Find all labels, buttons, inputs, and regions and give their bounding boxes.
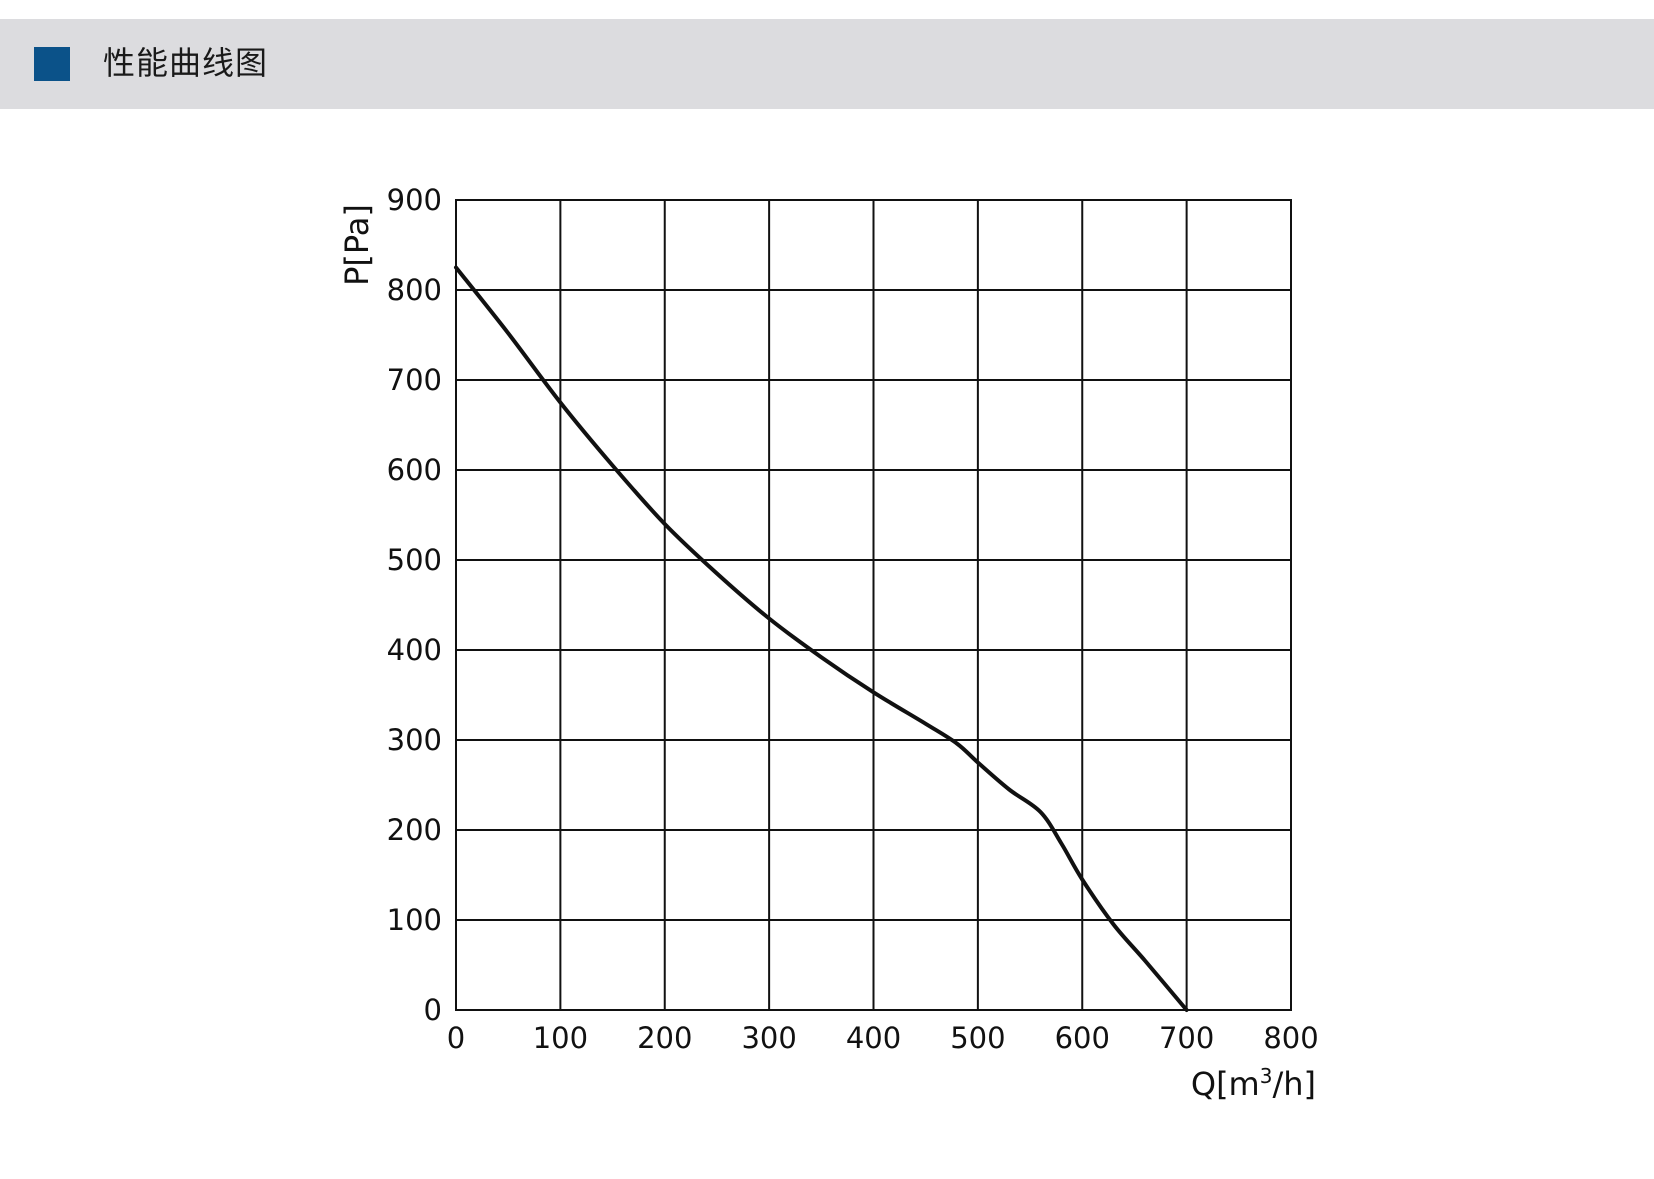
x-tick-label-500: 500 [950,1021,1005,1055]
y-tick-label-600: 600 [387,453,442,487]
y-tick-label-700: 700 [387,363,442,397]
x-axis-label: Q[m3/h] [1191,1064,1316,1103]
x-axis-ticks: 0 100 200 300 400 500 600 700 800 [447,1021,1319,1055]
series-line-0 [454,265,1189,1012]
x-tick-label-300: 300 [741,1021,796,1055]
y-tick-label-300: 300 [387,723,442,757]
x-tick-label-200: 200 [637,1021,692,1055]
x-tick-label-100: 100 [533,1021,588,1055]
plot-frame [455,199,1292,1011]
y-axis-ticks: 0 100 200 300 400 500 600 700 800 900 [387,183,442,1027]
y-tick-label-200: 200 [387,813,442,847]
chart-series [454,265,1189,1012]
y-tick-label-400: 400 [387,633,442,667]
y-tick-label-0: 0 [424,993,442,1027]
y-tick-label-500: 500 [387,543,442,577]
page-title: 性能曲线图 [103,44,269,82]
x-tick-label-700: 700 [1159,1021,1214,1055]
header-bar: 性能曲线图 [0,19,1654,109]
chart-grid [456,200,1291,1010]
y-tick-label-100: 100 [387,903,442,937]
header-accent-square [34,47,70,81]
x-tick-label-400: 400 [846,1021,901,1055]
x-tick-label-0: 0 [447,1021,465,1055]
x-tick-label-800: 800 [1263,1021,1318,1055]
y-axis-label: P[Pa] [338,204,376,286]
x-tick-label-600: 600 [1055,1021,1110,1055]
y-tick-label-900: 900 [387,183,442,217]
chart-frame [455,199,1292,1011]
y-tick-label-800: 800 [387,273,442,307]
